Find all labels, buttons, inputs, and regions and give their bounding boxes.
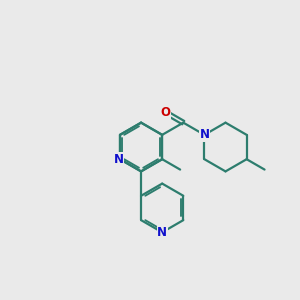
Text: N: N	[113, 153, 124, 166]
Text: N: N	[200, 128, 209, 141]
Text: N: N	[157, 226, 167, 239]
Text: O: O	[160, 106, 170, 119]
